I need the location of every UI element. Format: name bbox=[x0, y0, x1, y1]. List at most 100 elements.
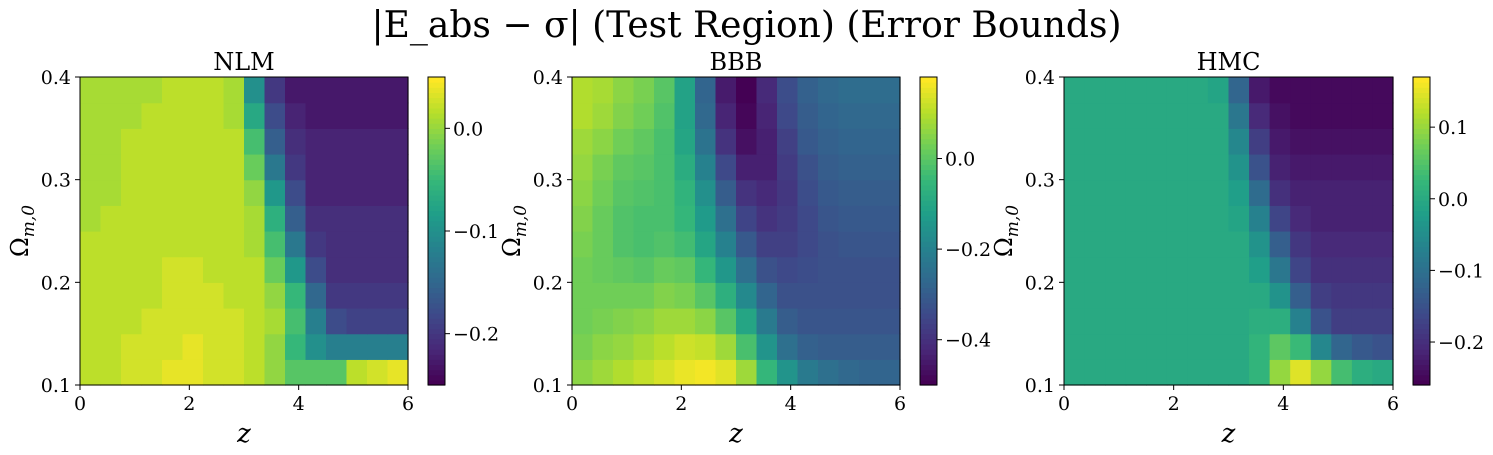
heatmap-cell bbox=[387, 77, 409, 104]
heatmap-cell bbox=[223, 102, 245, 129]
heatmap-cell bbox=[1290, 256, 1312, 283]
heatmap-cell bbox=[1228, 333, 1250, 360]
heatmap-cell bbox=[879, 282, 901, 309]
heatmap-cell bbox=[367, 154, 389, 181]
heatmap-cell bbox=[674, 333, 696, 360]
heatmap-cell bbox=[80, 179, 102, 206]
heatmap-cell bbox=[162, 205, 184, 232]
heatmap-cell bbox=[1105, 128, 1127, 155]
heatmap-cell bbox=[756, 359, 778, 386]
heatmap-cell bbox=[859, 205, 881, 232]
heatmap-cell bbox=[1166, 77, 1188, 104]
heatmap-cell bbox=[100, 282, 122, 309]
heatmap-cell bbox=[1146, 282, 1168, 309]
heatmap-cell bbox=[387, 205, 409, 232]
heatmap-cell bbox=[695, 77, 717, 104]
heatmap-cell bbox=[572, 308, 594, 335]
heatmap-cell bbox=[367, 359, 389, 386]
heatmap-cell bbox=[1064, 102, 1086, 129]
heatmap-cell bbox=[1146, 128, 1168, 155]
colorbar-band bbox=[1413, 92, 1430, 99]
heatmap-cell bbox=[367, 77, 389, 104]
heatmap-cell bbox=[1249, 231, 1271, 258]
colorbar-band bbox=[428, 241, 445, 247]
colorbar-tick-label: −0.1 bbox=[453, 221, 499, 243]
heatmap-cell bbox=[1372, 359, 1394, 386]
colorbar-band bbox=[428, 133, 445, 140]
heatmap-cell bbox=[223, 231, 245, 258]
heatmap-cell bbox=[1064, 333, 1086, 360]
heatmap-cell bbox=[633, 231, 655, 258]
heatmap-cell bbox=[367, 179, 389, 206]
colorbar-band bbox=[1413, 251, 1430, 258]
colorbar-band bbox=[1413, 164, 1430, 170]
heatmap-cell bbox=[203, 256, 225, 283]
heatmap-cell bbox=[305, 256, 327, 283]
heatmap-cell bbox=[859, 256, 881, 283]
heatmap-cell bbox=[715, 179, 737, 206]
heatmap-cell bbox=[387, 333, 409, 360]
colorbar-band bbox=[1413, 128, 1430, 135]
heatmap-cell bbox=[1084, 154, 1106, 181]
colorbar-band bbox=[428, 282, 445, 289]
heatmap-cell bbox=[1269, 77, 1291, 104]
colorbar-band bbox=[920, 184, 937, 191]
heatmap-cell bbox=[1187, 102, 1209, 129]
heatmap-cell bbox=[1351, 256, 1374, 283]
heatmap-cell bbox=[162, 179, 184, 206]
heatmap-cell bbox=[244, 282, 266, 309]
heatmap-cell bbox=[879, 359, 901, 386]
heatmap-cell bbox=[1331, 359, 1353, 386]
colorbar-band bbox=[920, 292, 937, 299]
colorbar-band bbox=[428, 272, 445, 278]
heatmap-cell bbox=[1084, 102, 1106, 129]
colorbar-band bbox=[428, 328, 445, 335]
heatmap-cell bbox=[654, 231, 676, 258]
y-axis-label: Ωm,0 bbox=[990, 205, 1023, 257]
heatmap-cell bbox=[797, 231, 819, 258]
heatmap-cell bbox=[285, 308, 307, 335]
heatmap-cell bbox=[1105, 154, 1127, 181]
heatmap-cell bbox=[695, 231, 717, 258]
heatmap-cell bbox=[305, 231, 327, 258]
heatmap-cell bbox=[1310, 256, 1332, 283]
colorbar-band bbox=[428, 184, 445, 191]
heatmap-cell bbox=[1187, 359, 1209, 386]
heatmap-cell bbox=[879, 256, 901, 283]
heatmap-cell bbox=[1331, 179, 1353, 206]
heatmap-cell bbox=[756, 128, 778, 155]
colorbar-band bbox=[920, 328, 937, 335]
heatmap-cell bbox=[592, 256, 614, 283]
panel-title: HMC bbox=[1197, 48, 1261, 76]
axes-frame bbox=[571, 76, 901, 386]
heatmap-cell bbox=[633, 256, 655, 283]
heatmap-cell bbox=[695, 256, 717, 283]
heatmap-cell bbox=[613, 308, 635, 335]
colorbar-band bbox=[1413, 292, 1430, 299]
heatmap-cell bbox=[818, 359, 840, 386]
colorbar-band bbox=[428, 118, 445, 124]
colorbar-band bbox=[920, 251, 937, 258]
heatmap-cell bbox=[1249, 205, 1271, 232]
heatmap-cell bbox=[879, 179, 901, 206]
colorbar-band bbox=[428, 231, 445, 237]
heatmap-cell bbox=[1105, 308, 1127, 335]
colorbar-band bbox=[428, 179, 445, 186]
heatmap-cell bbox=[715, 77, 737, 104]
heatmap-cell bbox=[1207, 308, 1230, 335]
heatmap-cell bbox=[121, 154, 143, 181]
heatmap-cell bbox=[1351, 154, 1374, 181]
heatmap-cell bbox=[1064, 77, 1086, 104]
colorbar-band bbox=[920, 343, 937, 350]
colorbar-band bbox=[920, 154, 937, 160]
heatmap-cell bbox=[162, 128, 184, 155]
heatmap-cell bbox=[1310, 282, 1332, 309]
colorbar-band bbox=[428, 143, 445, 150]
heatmap-cell bbox=[80, 102, 102, 129]
heatmap-cell bbox=[879, 102, 901, 129]
y-tick-label: 0.3 bbox=[1025, 170, 1055, 192]
heatmap-cell bbox=[1105, 333, 1127, 360]
heatmap-cell bbox=[121, 179, 143, 206]
y-axis-label: Ωm,0 bbox=[498, 205, 531, 257]
colorbar-band bbox=[1413, 236, 1430, 242]
